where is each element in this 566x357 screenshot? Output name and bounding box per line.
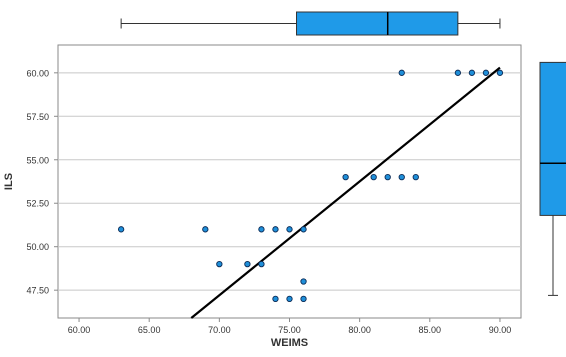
x-axis-label: WEIMS xyxy=(271,337,308,349)
data-point xyxy=(398,69,405,76)
data-point xyxy=(412,174,419,181)
x-tick-label: 75.00 xyxy=(278,325,301,335)
x-boxplot xyxy=(120,11,501,36)
data-point xyxy=(286,295,293,303)
x-tick-label: 70.00 xyxy=(208,325,231,335)
data-points xyxy=(117,69,504,303)
data-point xyxy=(117,226,125,233)
x-tick-label: 90.00 xyxy=(489,325,512,335)
x-box-iqr xyxy=(296,11,459,36)
data-point xyxy=(454,69,462,76)
data-point xyxy=(384,174,391,181)
y-boxplot xyxy=(539,61,566,296)
y-axis-ticks: 47.50 50.00 52.50 55.00 57.50 60.00 xyxy=(26,68,58,296)
data-point xyxy=(398,174,405,181)
y-tick-label: 47.50 xyxy=(26,286,49,296)
data-point xyxy=(482,69,490,76)
data-point xyxy=(300,278,307,285)
fit-line-layer xyxy=(190,66,501,319)
data-point xyxy=(258,260,265,268)
data-point xyxy=(244,260,251,268)
data-point xyxy=(370,174,377,181)
x-tick-label: 60.00 xyxy=(68,325,91,335)
data-point xyxy=(216,260,223,268)
x-axis-ticks: 60.00 65.00 70.00 75.00 80.00 85.00 90.00 xyxy=(68,318,511,335)
data-point xyxy=(286,226,293,233)
data-point xyxy=(300,226,307,233)
x-tick-label: 65.00 xyxy=(138,325,161,335)
y-tick-label: 60.00 xyxy=(26,68,49,78)
data-point xyxy=(272,226,279,233)
y-box-iqr xyxy=(539,61,566,216)
data-point xyxy=(468,69,476,76)
y-tick-label: 50.00 xyxy=(26,242,49,252)
data-point xyxy=(202,226,209,233)
data-point xyxy=(342,174,349,181)
data-point xyxy=(496,69,504,76)
y-tick-label: 52.50 xyxy=(26,199,49,209)
fit-line xyxy=(190,66,501,319)
x-tick-label: 80.00 xyxy=(348,325,371,335)
data-point xyxy=(272,295,279,303)
data-point xyxy=(300,295,307,303)
y-tick-label: 55.00 xyxy=(26,155,49,165)
grid-lines xyxy=(58,72,521,291)
x-tick-label: 85.00 xyxy=(419,325,442,335)
data-point xyxy=(258,226,265,233)
plot-frame xyxy=(57,44,522,319)
y-tick-label: 57.50 xyxy=(26,112,49,122)
y-axis-label: ILS xyxy=(3,173,15,190)
